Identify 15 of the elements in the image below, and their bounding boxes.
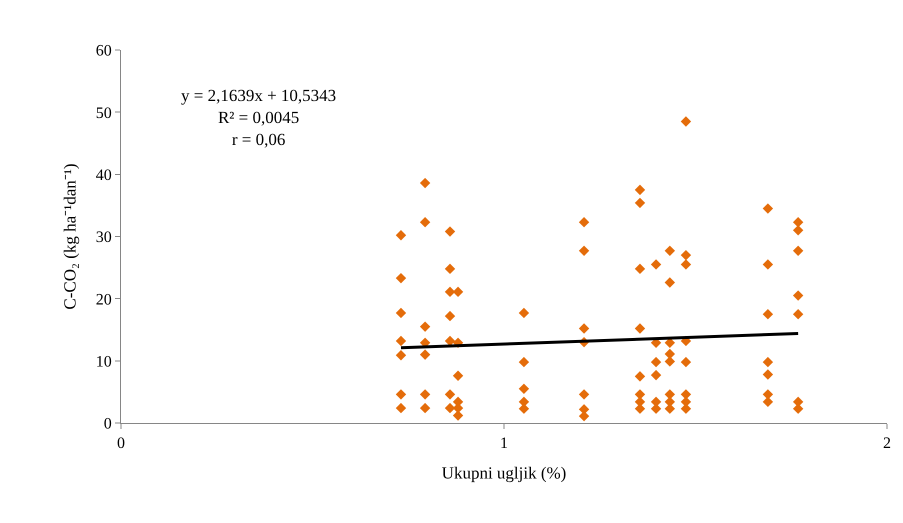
x-tick-label: 2: [883, 435, 891, 452]
x-tick-label: 1: [500, 435, 508, 452]
y-tick-label: 40: [96, 166, 112, 184]
x-tick-label: 0: [117, 435, 125, 452]
y-tick-label: 10: [96, 353, 112, 370]
x-axis-title: Ukupni ugljik (%): [442, 464, 566, 483]
y-tick-label: 50: [96, 104, 112, 122]
annotation: r = 0,06: [232, 130, 286, 150]
annotation: R² = 0,0045: [218, 108, 300, 128]
y-tick-label: 60: [96, 42, 112, 60]
y-tick-label: 0: [104, 416, 112, 433]
annotation: y = 2,1639x + 10,5343: [181, 86, 336, 105]
y-tick-label: 20: [96, 291, 112, 308]
y-tick-label: 30: [96, 229, 112, 246]
y-axis-title: C-CO₂ (kg ha⁻¹dan⁻¹): [60, 163, 80, 310]
